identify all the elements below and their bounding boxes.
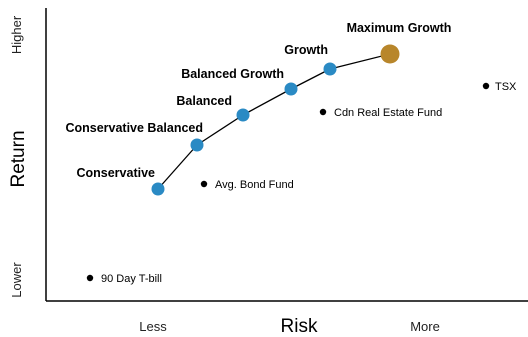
- portfolio-point: [151, 182, 165, 196]
- x-axis-title: Risk: [281, 316, 318, 337]
- point-label: Balanced: [176, 94, 232, 108]
- portfolio-point: [236, 108, 250, 122]
- x-tick-more: More: [410, 319, 440, 334]
- portfolio-point: [190, 138, 204, 152]
- portfolio-line-seg: [157, 144, 198, 190]
- portfolio-line-seg: [242, 88, 292, 116]
- point-label: TSX: [495, 81, 517, 93]
- y-axis-title: Return: [8, 130, 29, 187]
- point-label: Growth: [284, 43, 328, 57]
- y-tick-higher: Higher: [9, 15, 24, 54]
- other-point: [319, 108, 327, 116]
- point-label: Cdn Real Estate Fund: [334, 107, 442, 119]
- point-label: Conservative: [76, 166, 155, 180]
- portfolio-point: [323, 62, 337, 76]
- other-point: [482, 82, 490, 90]
- portfolio-line-seg: [196, 114, 244, 146]
- portfolio-line-seg: [329, 53, 391, 70]
- point-label: 90 Day T-bill: [101, 273, 162, 285]
- portfolio-point: [380, 44, 400, 64]
- point-label: Balanced Growth: [181, 67, 284, 81]
- point-label: Avg. Bond Fund: [215, 179, 294, 191]
- point-label: Conservative Balanced: [65, 121, 203, 135]
- portfolio-point: [284, 82, 298, 96]
- other-point: [200, 180, 208, 188]
- point-label: Maximum Growth: [347, 21, 452, 35]
- y-tick-lower: Lower: [9, 262, 24, 298]
- other-point: [86, 274, 94, 282]
- axes: [45, 8, 528, 302]
- x-tick-less: Less: [139, 319, 167, 334]
- portfolio-line-seg: [290, 68, 331, 90]
